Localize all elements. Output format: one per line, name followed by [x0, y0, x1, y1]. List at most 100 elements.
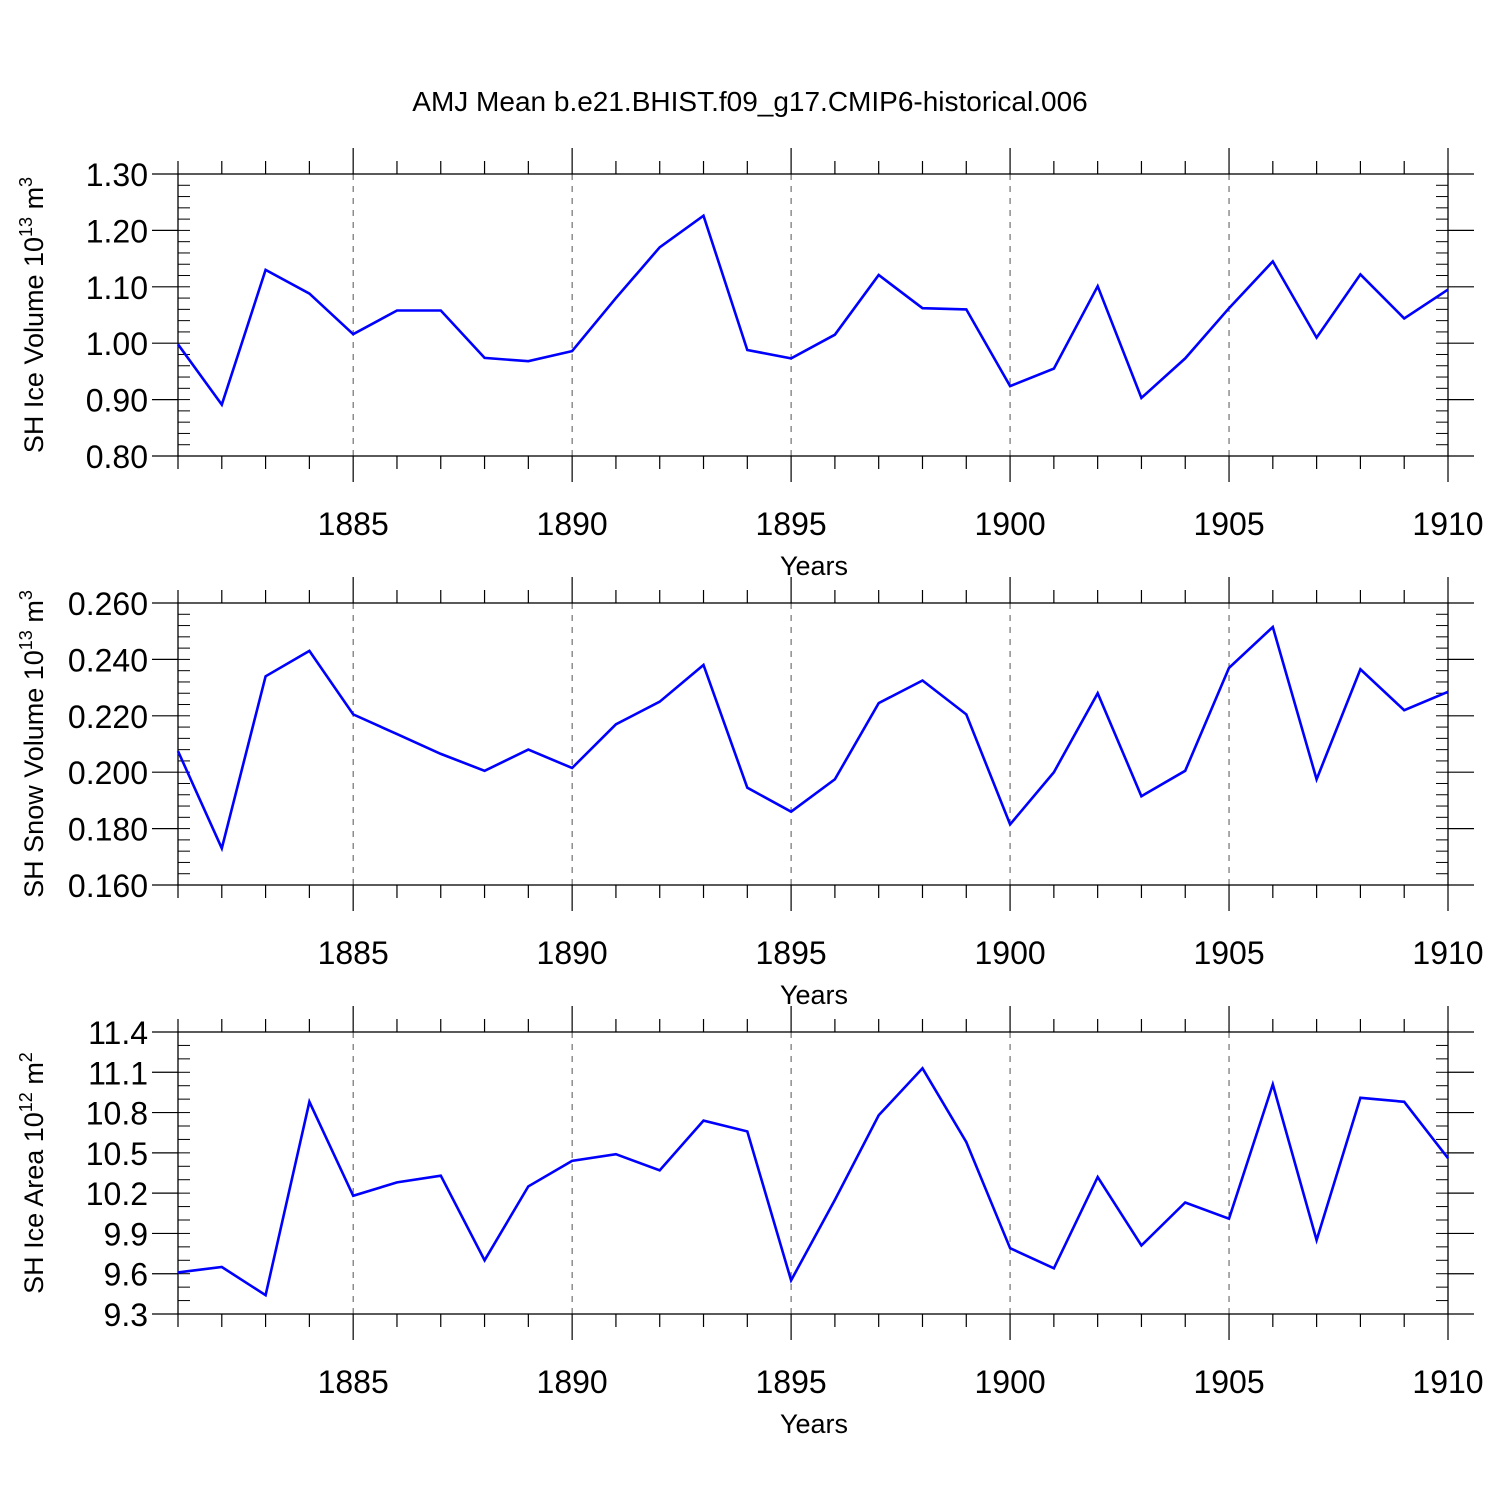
data-point — [834, 778, 836, 780]
data-point — [965, 308, 967, 310]
data-point — [221, 404, 223, 406]
series-line — [176, 213, 1449, 408]
data-point — [615, 1153, 617, 1155]
plot-frame — [177, 602, 1449, 886]
data-point — [1228, 1218, 1230, 1220]
x-axis-label: Years — [780, 551, 848, 581]
data-point — [1053, 1267, 1055, 1269]
data-point — [571, 1160, 573, 1162]
chart-panel-1: 0.80 0.90 1.00 1.10 1.20 1.30 1885 1890 1895 1900… — [16, 148, 1484, 581]
data-point — [1097, 1176, 1099, 1178]
data-point — [790, 1279, 792, 1281]
data-point — [1272, 260, 1274, 262]
x-tick-label: 1905 — [1193, 935, 1264, 971]
data-point — [177, 343, 179, 345]
data-point — [1359, 668, 1361, 670]
data-point — [571, 350, 573, 352]
data-point — [746, 349, 748, 351]
data-point — [177, 1271, 179, 1273]
x-tick-label: 1890 — [537, 1364, 608, 1400]
x-tick-label: 1895 — [756, 506, 827, 542]
data-point — [1447, 691, 1449, 693]
data-point — [746, 787, 748, 789]
data-point — [878, 702, 880, 704]
y-tick-label: 0.80 — [86, 439, 148, 475]
chart-title: AMJ Mean b.e21.BHIST.f09_g17.CMIP6-histo… — [412, 86, 1087, 117]
y-axis-label: SH Ice Volume 1013 m3 — [16, 177, 49, 453]
chart-panel-2: 0.160 0.180 0.200 0.220 0.240 0.260 1885 1890 18… — [16, 577, 1484, 1010]
x-tick-label: 1885 — [318, 1364, 389, 1400]
x-tick-label: 1895 — [756, 1364, 827, 1400]
data-point — [484, 1259, 486, 1261]
data-point — [615, 723, 617, 725]
y-tick-label: 0.260 — [68, 586, 148, 622]
data-point — [1272, 1083, 1274, 1085]
x-tick-label: 1910 — [1412, 506, 1483, 542]
data-point — [571, 767, 573, 769]
x-tick-label: 1885 — [318, 506, 389, 542]
data-point — [1140, 397, 1142, 399]
data-point — [484, 357, 486, 359]
data-point — [221, 1266, 223, 1268]
data-point — [1272, 626, 1274, 628]
data-point — [878, 1114, 880, 1116]
data-point — [265, 1294, 267, 1296]
data-point — [1228, 667, 1230, 669]
data-point — [1184, 357, 1186, 359]
data-point — [878, 274, 880, 276]
data-point — [703, 664, 705, 666]
data-point — [396, 309, 398, 311]
y-tick-label: 1.10 — [86, 270, 148, 306]
data-point — [265, 675, 267, 677]
y-axis-label: SH Ice Area 1012 m2 — [16, 1052, 49, 1294]
x-tick-label: 1900 — [974, 935, 1045, 971]
y-tick-label: 0.200 — [68, 755, 148, 791]
data-point — [221, 847, 223, 849]
data-point — [703, 215, 705, 217]
plot-frame — [177, 1031, 1449, 1315]
y-tick-label: 9.6 — [104, 1257, 148, 1293]
data-point — [1009, 1247, 1011, 1249]
data-point — [1403, 317, 1405, 319]
data-point — [921, 307, 923, 309]
data-point — [746, 1130, 748, 1132]
data-point — [659, 701, 661, 703]
data-point — [1097, 285, 1099, 287]
y-tick-label: 10.5 — [86, 1136, 148, 1172]
x-tick-label: 1885 — [318, 935, 389, 971]
data-point — [1316, 1239, 1318, 1241]
data-point — [1140, 1245, 1142, 1247]
y-tick-label: 9.3 — [104, 1297, 148, 1333]
y-tick-label: 11.4 — [88, 1015, 148, 1051]
x-axis-label: Years — [780, 1409, 848, 1439]
y-tick-label: 10.8 — [86, 1096, 148, 1132]
x-tick-label: 1905 — [1193, 506, 1264, 542]
y-tick-label: 1.00 — [86, 326, 148, 362]
data-point — [440, 753, 442, 755]
data-point — [703, 1120, 705, 1122]
plot-frame — [177, 173, 1449, 457]
x-tick-label: 1895 — [756, 935, 827, 971]
data-point — [265, 269, 267, 271]
y-tick-label: 11.1 — [88, 1055, 148, 1091]
data-point — [1359, 273, 1361, 275]
data-point — [527, 1185, 529, 1187]
data-point — [834, 334, 836, 336]
y-tick-label: 0.220 — [68, 699, 148, 735]
data-point — [1403, 709, 1405, 711]
x-tick-label: 1900 — [974, 506, 1045, 542]
data-point — [1184, 770, 1186, 772]
x-tick-label: 1890 — [537, 935, 608, 971]
data-point — [965, 713, 967, 715]
data-point — [659, 1169, 661, 1171]
x-tick-label: 1890 — [537, 506, 608, 542]
data-point — [1228, 307, 1230, 309]
data-point — [527, 749, 529, 751]
data-point — [484, 770, 486, 772]
data-point — [352, 713, 354, 715]
y-tick-label: 9.9 — [104, 1216, 148, 1252]
data-point — [1447, 289, 1449, 291]
y-tick-label: 1.20 — [86, 213, 148, 249]
